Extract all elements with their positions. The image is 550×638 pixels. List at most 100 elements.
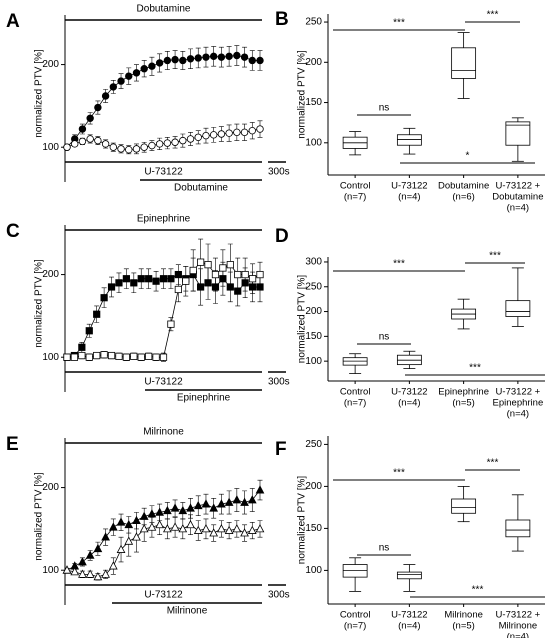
y-tick-label: 150 [305, 331, 322, 342]
x-tick-label: (n=5) [452, 621, 474, 632]
marker [86, 135, 94, 143]
x-tick-label: Control [340, 181, 371, 192]
marker [234, 270, 242, 279]
marker [209, 528, 219, 537]
marker [152, 353, 160, 361]
treatment-label: Epinephrine [177, 393, 231, 404]
box [451, 498, 477, 514]
box [342, 564, 368, 578]
y-tick-label: 100 [305, 137, 322, 148]
marker [255, 524, 265, 533]
marker [178, 524, 188, 533]
x-tick-label: Epinephrine [438, 387, 489, 398]
marker [116, 544, 126, 553]
marker [78, 137, 87, 146]
marker [256, 56, 264, 65]
marker [155, 59, 164, 67]
y-axis-label: normalized PTV [%] [297, 275, 308, 364]
marker [209, 503, 219, 512]
marker [233, 51, 241, 60]
box [505, 519, 531, 538]
box [451, 47, 477, 79]
x-tick-label: U-73122 [391, 610, 427, 621]
marker [124, 536, 134, 545]
marker [137, 275, 145, 283]
y-tick-label: 200 [42, 59, 59, 70]
y-tick-label: 100 [305, 565, 322, 576]
y-axis-label: normalized PTV [%] [34, 49, 45, 138]
y-tick-label: 250 [305, 439, 322, 450]
significance-label: *** [469, 363, 481, 374]
marker [116, 517, 126, 526]
marker [240, 128, 249, 137]
treatment-label: Dobutamine [137, 4, 191, 15]
panel-label: A [6, 11, 20, 32]
x-tick-label: (n=7) [344, 398, 366, 409]
marker [78, 569, 87, 578]
marker [247, 495, 257, 504]
y-axis-label: normalized PTV [%] [34, 472, 45, 561]
marker [147, 522, 157, 531]
marker [248, 126, 256, 135]
marker [139, 524, 149, 533]
marker [101, 140, 110, 148]
marker [209, 131, 218, 139]
scale-bar-label: 300s [268, 590, 290, 601]
x-tick-label: (n=7) [344, 192, 366, 203]
marker [174, 285, 182, 294]
marker [140, 143, 148, 151]
marker [62, 565, 72, 574]
marker [115, 279, 123, 287]
x-tick-label: (n=6) [452, 192, 474, 203]
marker [240, 497, 249, 506]
marker [232, 495, 242, 504]
x-tick-label: Milrinone [444, 610, 483, 621]
significance-label: *** [487, 458, 499, 469]
y-tick-label: 100 [305, 356, 322, 367]
marker [232, 524, 242, 533]
marker [182, 277, 190, 285]
marker [107, 351, 116, 360]
marker [93, 571, 103, 581]
marker [94, 103, 102, 112]
y-axis-label: normalized PTV [%] [297, 476, 308, 565]
y-tick-label: 150 [305, 97, 322, 108]
panel-label: F [275, 439, 287, 460]
y-tick-label: 100 [42, 142, 59, 153]
marker [193, 525, 203, 534]
x-tick-label: U-73122 + [496, 181, 541, 192]
marker [148, 62, 156, 70]
marker [224, 497, 234, 506]
marker [193, 500, 203, 510]
marker [125, 145, 133, 154]
marker [125, 72, 133, 80]
marker [78, 343, 86, 351]
marker [202, 53, 210, 61]
y-tick-label: 150 [305, 523, 322, 534]
marker [130, 352, 138, 360]
marker [179, 136, 187, 145]
marker [247, 525, 257, 534]
marker [219, 264, 227, 272]
y-axis-label: normalized PTV [%] [34, 259, 45, 348]
marker [255, 485, 265, 494]
box [396, 134, 422, 146]
marker [179, 56, 187, 65]
marker [85, 569, 95, 578]
marker [201, 524, 211, 533]
marker [167, 275, 175, 283]
marker [85, 353, 93, 361]
marker [217, 130, 226, 138]
y-axis-label: normalized PTV [%] [297, 50, 308, 139]
marker [186, 519, 195, 529]
panel-label: C [6, 221, 20, 242]
marker [217, 499, 226, 508]
y-tick-label: 250 [305, 17, 322, 28]
significance-label: *** [472, 585, 484, 596]
marker [122, 353, 130, 361]
y-tick-label: 200 [305, 57, 322, 68]
y-tick-label: 200 [305, 306, 322, 317]
x-tick-label: (n=4) [507, 203, 529, 214]
marker [130, 279, 138, 287]
